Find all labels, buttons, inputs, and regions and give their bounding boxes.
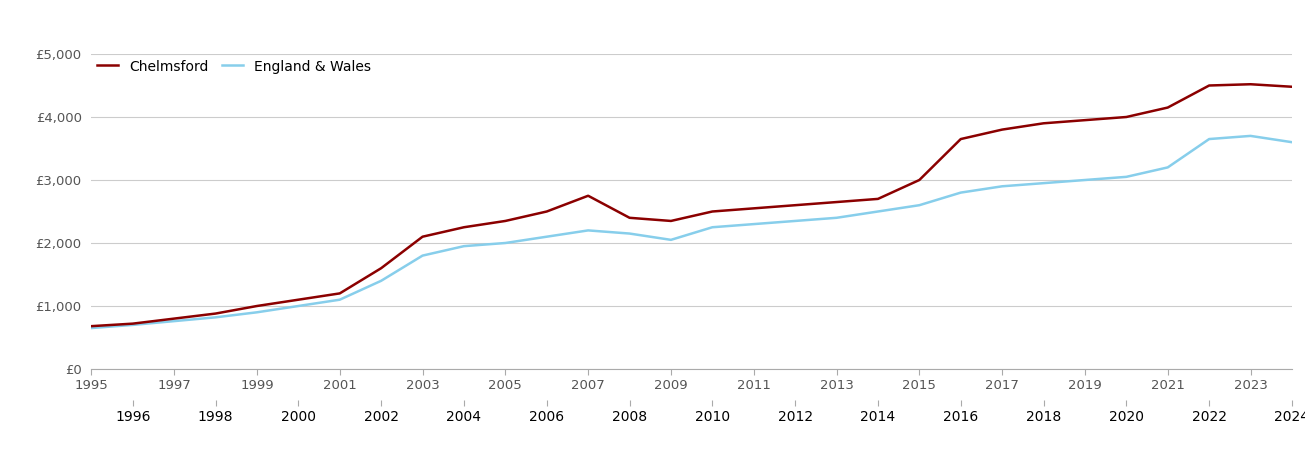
England & Wales (1242, 133, 1258, 139)
Chelmsford (207, 311, 223, 316)
Chelmsford (415, 234, 431, 239)
England & Wales (1118, 174, 1134, 180)
Chelmsford (1242, 81, 1258, 87)
England & Wales (1036, 180, 1052, 186)
Chelmsford (331, 291, 347, 296)
England & Wales (415, 253, 431, 258)
England & Wales (291, 303, 307, 309)
England & Wales (953, 190, 968, 195)
Chelmsford (84, 324, 99, 329)
England & Wales (705, 225, 720, 230)
Chelmsford (911, 177, 927, 183)
England & Wales (125, 322, 141, 328)
England & Wales (457, 243, 472, 249)
Chelmsford (1160, 105, 1176, 110)
Chelmsford (870, 196, 886, 202)
Chelmsford (994, 127, 1010, 132)
England & Wales (84, 325, 99, 331)
England & Wales (994, 184, 1010, 189)
England & Wales (581, 228, 596, 233)
England & Wales (621, 231, 637, 236)
Chelmsford (663, 218, 679, 224)
England & Wales (1284, 140, 1300, 145)
England & Wales (166, 319, 181, 324)
Chelmsford (291, 297, 307, 302)
Chelmsford (539, 209, 555, 214)
Chelmsford (1284, 84, 1300, 90)
England & Wales (870, 209, 886, 214)
Legend: Chelmsford, England & Wales: Chelmsford, England & Wales (91, 54, 377, 79)
Chelmsford (1118, 114, 1134, 120)
Chelmsford (1036, 121, 1052, 126)
England & Wales (497, 240, 513, 246)
England & Wales (331, 297, 347, 302)
Line: Chelmsford: Chelmsford (91, 84, 1292, 326)
Chelmsford (1202, 83, 1218, 88)
England & Wales (787, 218, 803, 224)
England & Wales (539, 234, 555, 239)
England & Wales (1160, 165, 1176, 170)
Chelmsford (746, 206, 762, 211)
Chelmsford (787, 202, 803, 208)
England & Wales (1077, 177, 1092, 183)
Chelmsford (249, 303, 265, 309)
Chelmsford (166, 316, 181, 321)
Chelmsford (373, 266, 389, 271)
Chelmsford (621, 215, 637, 220)
Chelmsford (829, 199, 844, 205)
England & Wales (249, 310, 265, 315)
England & Wales (829, 215, 844, 220)
England & Wales (207, 315, 223, 320)
Chelmsford (457, 225, 472, 230)
England & Wales (911, 202, 927, 208)
England & Wales (373, 278, 389, 284)
Line: England & Wales: England & Wales (91, 136, 1292, 328)
England & Wales (663, 237, 679, 243)
Chelmsford (497, 218, 513, 224)
Chelmsford (581, 193, 596, 198)
Chelmsford (1077, 117, 1092, 123)
Chelmsford (705, 209, 720, 214)
Chelmsford (125, 321, 141, 326)
England & Wales (746, 221, 762, 227)
England & Wales (1202, 136, 1218, 142)
Chelmsford (953, 136, 968, 142)
